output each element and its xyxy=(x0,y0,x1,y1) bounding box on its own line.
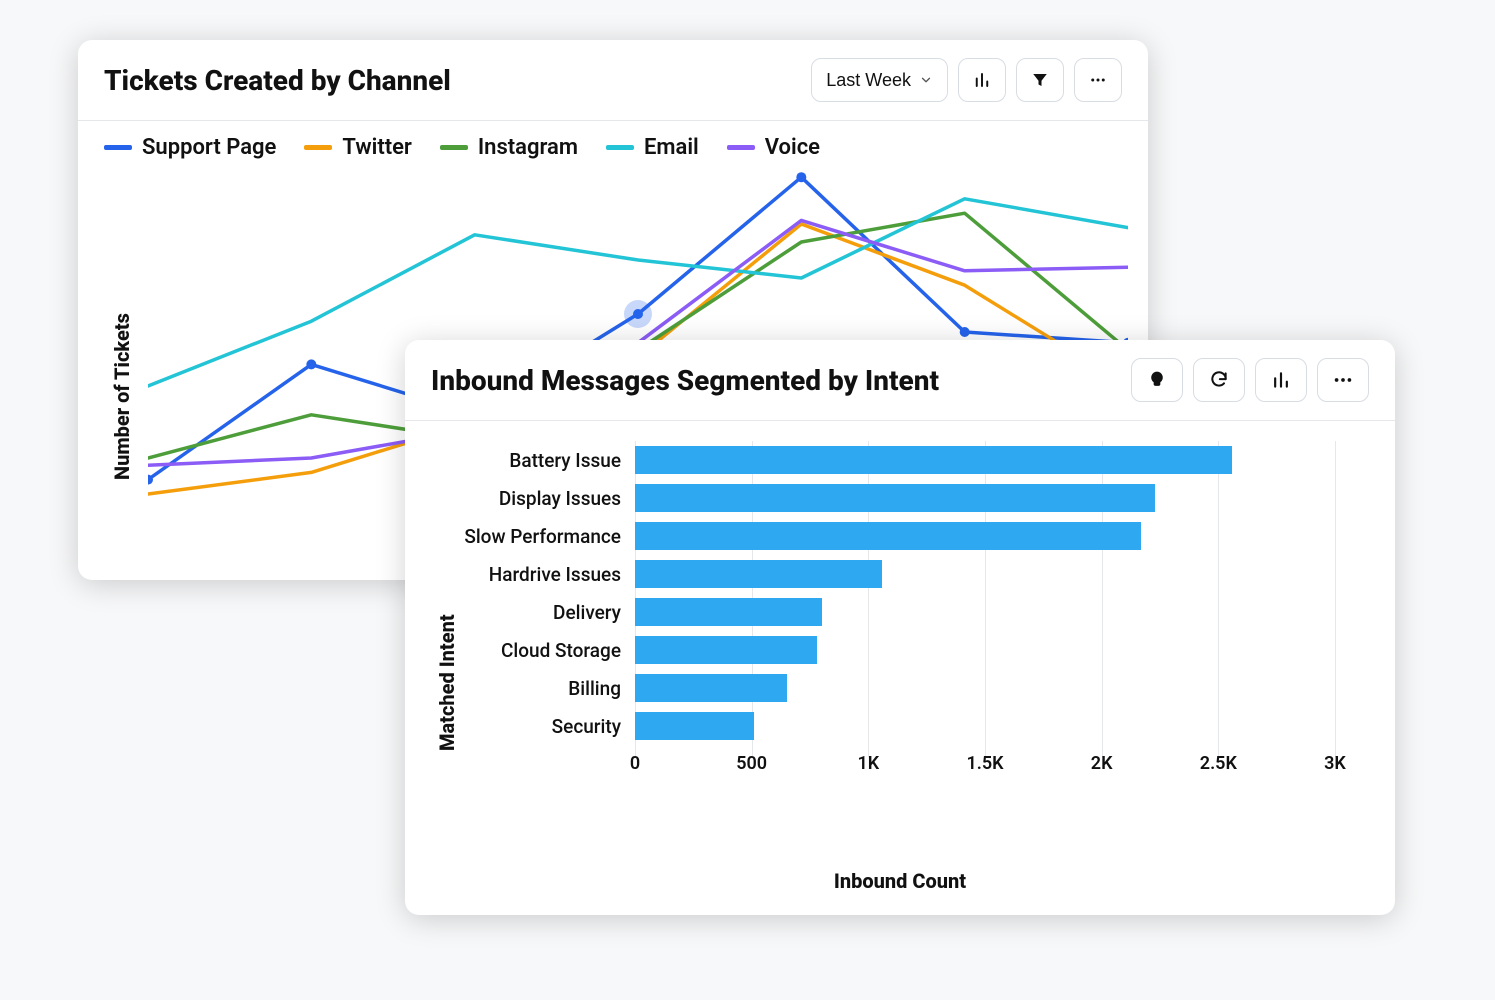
legend-label: Support Page xyxy=(142,135,276,160)
bar-track xyxy=(635,555,1335,593)
legend-swatch xyxy=(727,145,755,150)
bar[interactable] xyxy=(635,560,882,588)
tickets-card-header: Tickets Created by Channel Last Week xyxy=(78,40,1148,121)
bar-category-label: Battery Issue xyxy=(455,449,635,472)
gridline xyxy=(1335,441,1336,757)
bar-category-label: Cloud Storage xyxy=(455,639,635,662)
bar-track xyxy=(635,517,1335,555)
bar-row: Billing xyxy=(455,669,1365,707)
x-tick-label: 3K xyxy=(1324,753,1346,774)
bar-chart-plot: Battery Issue Display Issues Slow Performa… xyxy=(455,441,1365,783)
bar[interactable] xyxy=(635,522,1141,550)
bar-track xyxy=(635,631,1335,669)
bar-chart-body: Matched Intent Battery IssueDisplay Issu… xyxy=(405,421,1395,911)
chart-type-button-2[interactable] xyxy=(1255,358,1307,402)
refresh-icon xyxy=(1209,370,1229,390)
bar-row: Battery Issue xyxy=(455,441,1365,479)
legend-swatch xyxy=(440,145,468,150)
bar-category-label: Billing xyxy=(455,677,635,700)
bar[interactable] xyxy=(635,484,1155,512)
inbound-intent-card: Inbound Messages Segmented by Intent Mat… xyxy=(405,340,1395,915)
bar-category-label: Delivery xyxy=(455,601,635,624)
bar-category-label: Slow Performance xyxy=(455,525,635,548)
legend-item[interactable]: Twitter xyxy=(304,135,411,160)
legend-label: Email xyxy=(644,135,699,160)
x-tick-label: 0 xyxy=(630,753,640,774)
series-marker[interactable] xyxy=(960,327,970,337)
legend-item[interactable]: Voice xyxy=(727,135,820,160)
marker-highlight-halo xyxy=(624,300,652,328)
bar-row: Hardrive Issues xyxy=(455,555,1365,593)
tickets-card-title: Tickets Created by Channel xyxy=(104,64,451,97)
inbound-card-header: Inbound Messages Segmented by Intent xyxy=(405,340,1395,421)
x-tick-label: 1.5K xyxy=(966,753,1003,774)
legend-swatch xyxy=(104,145,132,150)
legend-item[interactable]: Instagram xyxy=(440,135,578,160)
period-selector-label: Last Week xyxy=(826,70,911,91)
line-chart-legend: Support Page Twitter Instagram Email Voice xyxy=(78,121,1148,160)
bar[interactable] xyxy=(635,446,1232,474)
line-y-axis-label: Number of Tickets xyxy=(110,313,134,480)
bar-category-label: Security xyxy=(455,715,635,738)
more-button-2[interactable] xyxy=(1317,358,1369,402)
bar[interactable] xyxy=(635,598,822,626)
legend-item[interactable]: Support Page xyxy=(104,135,276,160)
lightbulb-icon xyxy=(1147,370,1167,390)
x-tick-label: 2.5K xyxy=(1200,753,1237,774)
bar[interactable] xyxy=(635,712,754,740)
bar-chart-icon xyxy=(973,70,991,90)
insights-button[interactable] xyxy=(1131,358,1183,402)
x-tick-label: 1K xyxy=(857,753,879,774)
period-selector[interactable]: Last Week xyxy=(811,58,948,102)
bar-chart-icon xyxy=(1271,370,1291,390)
bar-row: Security xyxy=(455,707,1365,745)
chevron-down-icon xyxy=(919,73,933,87)
legend-label: Voice xyxy=(765,135,820,160)
legend-swatch xyxy=(606,145,634,150)
more-button[interactable] xyxy=(1074,58,1122,102)
bar-track xyxy=(635,479,1335,517)
series-marker[interactable] xyxy=(306,359,316,369)
more-icon xyxy=(1089,69,1107,91)
inbound-card-title: Inbound Messages Segmented by Intent xyxy=(431,364,939,397)
filter-button[interactable] xyxy=(1016,58,1064,102)
bar-track xyxy=(635,669,1335,707)
bar-row: Slow Performance xyxy=(455,517,1365,555)
legend-label: Twitter xyxy=(342,135,411,160)
bar-x-axis-label: Inbound Count xyxy=(405,869,1395,893)
x-tick-label: 500 xyxy=(736,753,767,774)
tickets-toolbar: Last Week xyxy=(811,58,1122,102)
legend-label: Instagram xyxy=(478,135,578,160)
more-icon xyxy=(1332,369,1354,391)
filter-icon xyxy=(1031,71,1049,89)
inbound-toolbar xyxy=(1131,358,1369,402)
series-marker[interactable] xyxy=(796,172,806,182)
bar-category-label: Hardrive Issues xyxy=(455,563,635,586)
bar-track xyxy=(635,593,1335,631)
bar-row: Delivery xyxy=(455,593,1365,631)
legend-swatch xyxy=(304,145,332,150)
bar-row: Display Issues xyxy=(455,479,1365,517)
refresh-button[interactable] xyxy=(1193,358,1245,402)
x-ticks: 0 500 1K 1.5K 2K 2.5K 3K xyxy=(455,753,1365,783)
x-tick-label: 2K xyxy=(1091,753,1113,774)
bar[interactable] xyxy=(635,636,817,664)
bar-category-label: Display Issues xyxy=(455,487,635,510)
bar-track xyxy=(635,441,1335,479)
chart-type-button[interactable] xyxy=(958,58,1006,102)
bar-track xyxy=(635,707,1335,745)
bar-row: Cloud Storage xyxy=(455,631,1365,669)
legend-item[interactable]: Email xyxy=(606,135,699,160)
bar[interactable] xyxy=(635,674,787,702)
